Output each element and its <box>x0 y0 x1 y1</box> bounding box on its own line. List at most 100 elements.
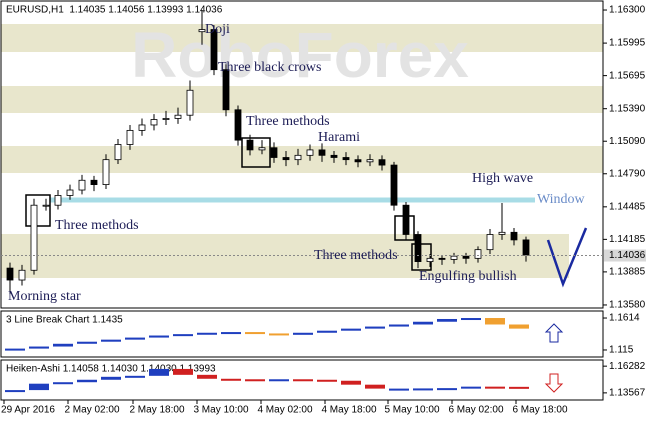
panel-title: Heiken-Ashi 1.14058 1.14030 1.14030 1.13… <box>6 364 216 375</box>
line-break-block <box>173 334 193 337</box>
y-tick-label: 1.13580 <box>609 300 646 311</box>
pattern-boxes <box>25 137 432 271</box>
y-tick-label: 1.15390 <box>609 103 646 114</box>
line-break-block <box>365 326 385 329</box>
candle-body <box>426 257 434 262</box>
candle-body <box>246 139 254 151</box>
candle-body <box>18 269 26 281</box>
candle-body <box>330 154 338 158</box>
y-tick-label: 1.16282 <box>609 361 646 372</box>
candle-body <box>174 114 182 119</box>
heikin-bar <box>101 376 121 380</box>
x-tick-label: 6 May 02:00 <box>448 405 503 416</box>
heikin-bar <box>173 368 193 375</box>
y-tick-label: 1.13885 <box>609 267 646 278</box>
candle-body <box>366 159 374 163</box>
annotation: Doji <box>205 22 230 37</box>
line-break-block <box>317 330 337 333</box>
candle-body <box>402 204 410 235</box>
line-break-block <box>413 321 433 325</box>
heikin-bar <box>29 383 49 391</box>
line-break-block <box>341 328 361 331</box>
candle-body <box>270 147 278 158</box>
annotation: Three black crows <box>218 60 321 75</box>
annotation: Three methods <box>55 218 139 233</box>
line-break-block <box>269 333 289 336</box>
candle-body <box>318 149 326 156</box>
header: EURUSD,H1 1.14035 1.14056 1.13993 1.1403… <box>6 5 223 16</box>
line-break-block <box>221 332 241 335</box>
candle-body <box>210 29 218 71</box>
candle-body <box>90 179 98 186</box>
heikin-bar <box>485 386 505 389</box>
candle-body <box>234 109 242 141</box>
y-tick-label: 1.14790 <box>609 168 646 179</box>
annotation: Harami <box>318 130 360 145</box>
annotation: Three methods <box>246 114 330 129</box>
annotation: Three methods <box>314 248 398 263</box>
candle-body <box>414 234 422 262</box>
candle-body <box>354 159 362 163</box>
y-tick-label: 1.115 <box>609 345 634 356</box>
heikin-bar <box>269 379 289 382</box>
heikin-bar <box>413 388 433 391</box>
line-break-block <box>293 332 313 335</box>
line-break-block <box>509 324 529 329</box>
candle-body <box>342 157 350 161</box>
frames <box>0 0 604 401</box>
heikin-bar <box>149 368 169 376</box>
candle-body <box>42 204 50 207</box>
y-tick-label: 1.15695 <box>609 70 646 81</box>
candle-body <box>138 124 146 131</box>
line-break-block <box>5 348 25 351</box>
candle-body <box>258 147 266 151</box>
heikin-bar <box>245 379 265 382</box>
y-tick-label: 1.14485 <box>609 201 646 212</box>
heikin-bar <box>5 390 25 393</box>
x-tick-label: 3 May 10:00 <box>193 405 248 416</box>
candle-body <box>198 29 206 33</box>
y-tick-label: 1.13567 <box>609 388 646 399</box>
candle-body <box>378 159 386 166</box>
heikin-bar <box>197 374 217 379</box>
last-price-box <box>604 249 646 262</box>
line-break-block <box>437 318 457 322</box>
annotation: Engulfing bullish <box>419 269 517 284</box>
line-break-block <box>197 332 217 335</box>
candle-body <box>294 154 302 161</box>
candle-body <box>54 195 62 206</box>
candle-body <box>486 234 494 251</box>
v-sign <box>546 227 588 288</box>
candle-body <box>102 159 110 186</box>
last-price-label: 1.14036 <box>609 250 646 261</box>
annotation: Window <box>537 192 586 207</box>
candle-body <box>522 239 530 256</box>
candle-body <box>114 144 122 161</box>
line-break-block <box>485 318 505 325</box>
heikin-bar <box>509 386 529 389</box>
candle-body <box>78 179 86 191</box>
annotation: High wave <box>472 171 533 186</box>
x-tick-label: 6 May 18:00 <box>512 405 567 416</box>
heikin-bar <box>125 375 145 378</box>
up-arrow <box>544 323 564 343</box>
y-tick-label: 1.15090 <box>609 136 646 147</box>
candle-body <box>282 157 290 161</box>
candle-body <box>462 255 470 259</box>
line-break-block <box>77 341 97 344</box>
candle-body <box>30 204 38 271</box>
heikin-bar <box>461 386 481 389</box>
heikin-bar <box>365 384 385 389</box>
line-break-block <box>29 346 49 349</box>
line-break-block <box>53 343 73 347</box>
candle-body <box>450 255 458 260</box>
y-tick-label: 1.16300 <box>609 5 646 16</box>
candle-body <box>126 129 134 145</box>
x-tick-label: 29 Apr 2016 <box>1 405 55 416</box>
heikin-bar <box>53 382 73 385</box>
heikin-bar <box>317 379 337 382</box>
watermark: RoboForex <box>131 19 469 91</box>
candle-body <box>66 189 74 196</box>
line-break-block <box>461 318 481 321</box>
